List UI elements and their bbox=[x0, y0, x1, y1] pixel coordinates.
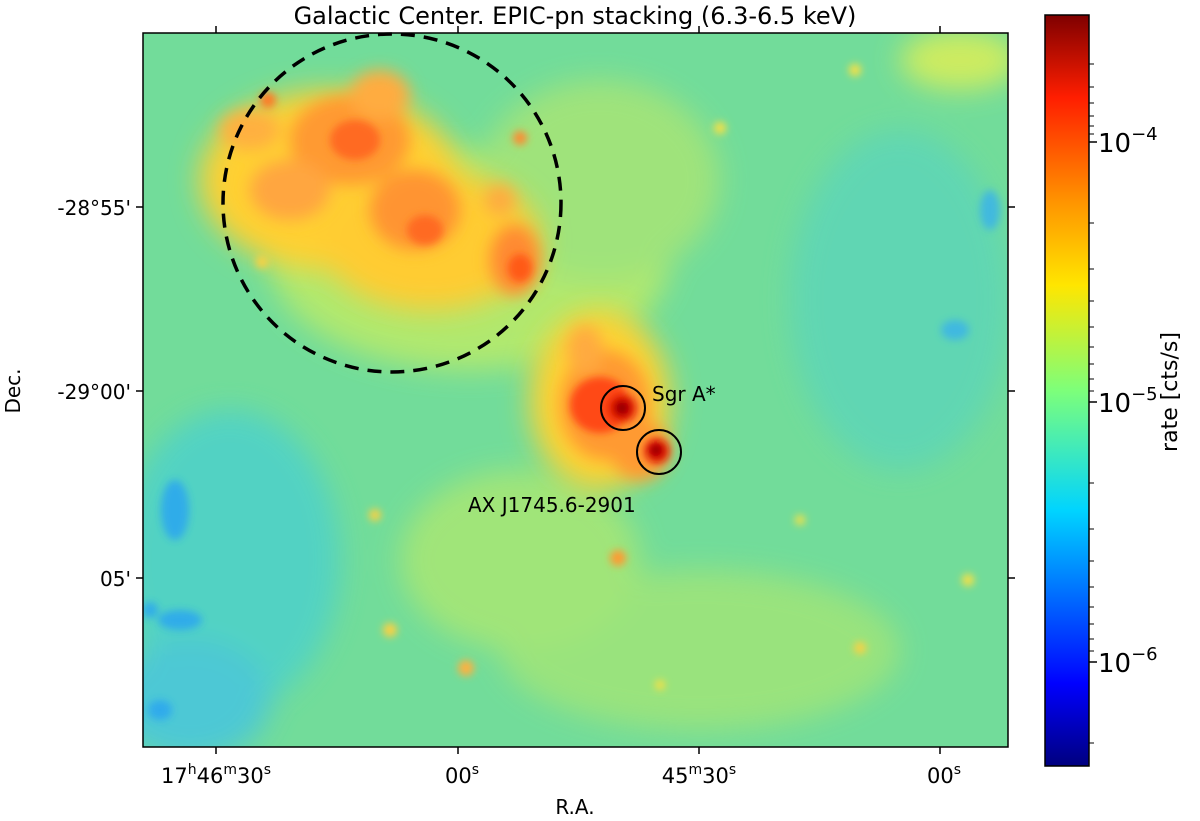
x-tick-label-2: 00s bbox=[445, 762, 479, 788]
colorbar-tick-label-2: 10−5 bbox=[1098, 384, 1158, 419]
ax-j1745-marker-circle bbox=[636, 429, 682, 475]
y-tick-label-2: -29°00' bbox=[57, 380, 131, 404]
colorbar bbox=[1044, 14, 1090, 767]
x-axis-label: R.A. bbox=[555, 795, 594, 819]
dashed-region-circle bbox=[221, 32, 563, 374]
x-tick-label-1: 17h46m30s bbox=[161, 762, 271, 788]
colorbar-tick-label-1: 10−4 bbox=[1098, 124, 1158, 159]
sgr-a-marker-circle bbox=[600, 385, 646, 431]
plot-frame bbox=[142, 32, 1009, 748]
y-axis-ticks bbox=[136, 206, 1015, 579]
colorbar-tick-label-3: 10−6 bbox=[1098, 644, 1158, 679]
colorbar-minor-ticks bbox=[1089, 63, 1094, 744]
y-tick-label-3: 05' bbox=[100, 567, 131, 591]
x-tick-label-3: 45m30s bbox=[662, 762, 736, 788]
y-axis-label: Dec. bbox=[1, 368, 25, 413]
ax-j1745-label: AX J1745.6-2901 bbox=[468, 493, 636, 517]
sgr-a-label: Sgr A* bbox=[652, 382, 716, 406]
figure-title: Galactic Center. EPIC-pn stacking (6.3-6… bbox=[294, 2, 857, 30]
colorbar-label: rate [cts/s] bbox=[1158, 332, 1183, 452]
colorbar-ticks bbox=[1089, 141, 1097, 663]
x-axis-ticks bbox=[215, 26, 941, 754]
sky-image bbox=[143, 33, 1008, 747]
x-tick-label-4: 00s bbox=[927, 762, 961, 788]
y-tick-label-1: -28°55' bbox=[57, 196, 131, 220]
